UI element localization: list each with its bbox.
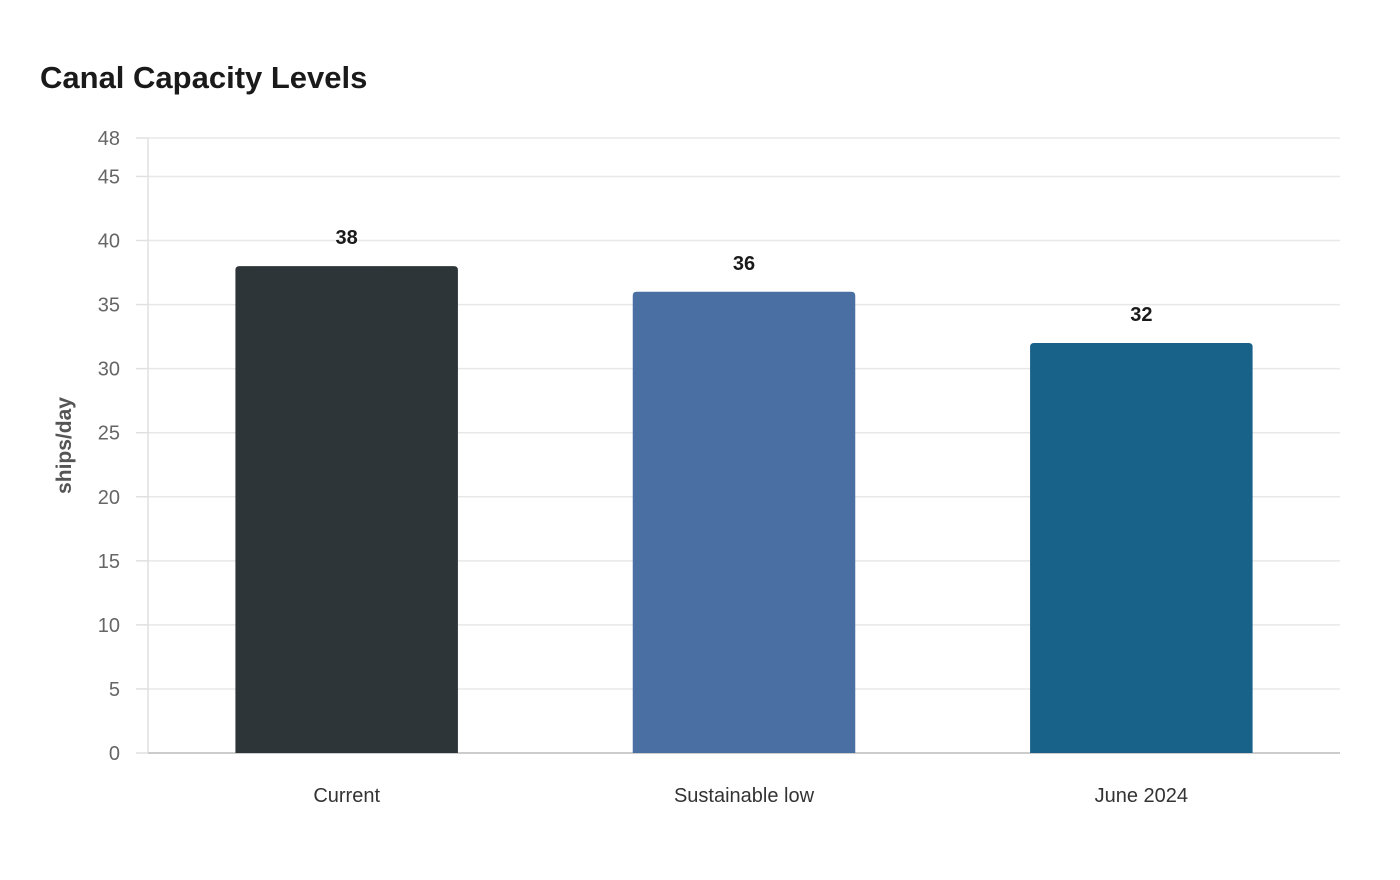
y-tick-label: 5 xyxy=(109,679,120,701)
x-category-label: Sustainable low xyxy=(674,785,815,807)
data-label: 36 xyxy=(733,253,755,275)
y-tick-label: 40 xyxy=(98,231,120,253)
data-labels: 38 36 32 xyxy=(336,227,1153,326)
y-tick-label: 25 xyxy=(98,423,120,445)
y-tick-label: 15 xyxy=(98,551,120,573)
chart-title: Canal Capacity Levels xyxy=(40,60,368,95)
y-tick-label: 20 xyxy=(98,487,120,509)
y-tick-label: 0 xyxy=(109,743,120,765)
y-tick-label: 48 xyxy=(98,128,120,150)
bar xyxy=(632,291,856,753)
y-tick-label: 45 xyxy=(98,166,120,188)
bar xyxy=(235,266,458,753)
y-tick-label: 30 xyxy=(98,359,120,381)
bar xyxy=(1030,343,1253,753)
x-axis-categories: Current Sustainable low June 2024 xyxy=(313,785,1188,807)
data-label: 32 xyxy=(1130,304,1152,326)
y-axis-label: ships/day xyxy=(53,397,76,494)
y-tick-label: 10 xyxy=(98,615,120,637)
x-category-label: June 2024 xyxy=(1095,785,1188,807)
x-category-label: Current xyxy=(313,785,380,807)
y-tick-label: 35 xyxy=(98,295,120,317)
data-label: 38 xyxy=(336,227,358,249)
bars xyxy=(235,266,1253,753)
y-axis-ticks: 0 5 10 15 20 25 30 35 40 45 48 xyxy=(98,128,148,765)
